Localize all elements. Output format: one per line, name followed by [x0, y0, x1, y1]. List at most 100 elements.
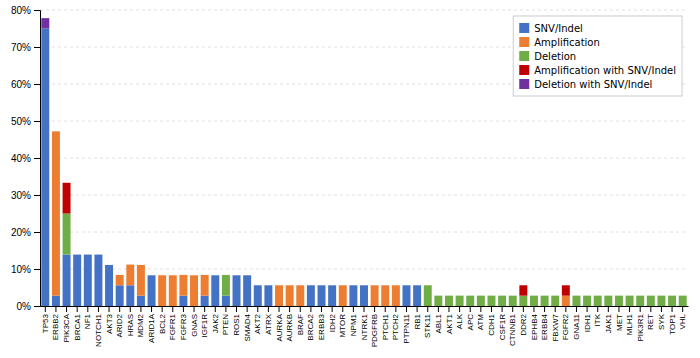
bar-segment	[158, 275, 166, 276]
bar-segment	[339, 285, 347, 286]
x-tick: IGF1R	[200, 306, 209, 338]
bar-segment	[594, 295, 602, 296]
x-tick: APC	[466, 306, 475, 330]
y-tick-mark	[34, 84, 40, 85]
x-tick: DDR2	[519, 306, 528, 336]
series	[41, 18, 49, 28]
x-tick-label: NPM1	[349, 313, 358, 336]
bar-segment	[211, 275, 219, 276]
bar-segment	[148, 275, 156, 276]
x-tick: MTOR	[338, 306, 347, 337]
bar-segment	[551, 295, 559, 296]
x-tick-label: HRAS	[126, 314, 135, 336]
x-tick-label: STK11	[423, 313, 432, 337]
bar-segment	[403, 285, 411, 286]
bar-segment	[509, 295, 517, 296]
bar-segment	[179, 274, 187, 275]
x-tick-mark	[640, 306, 641, 312]
bar-segment	[201, 275, 209, 296]
x-tick-label: BRCA2	[306, 313, 315, 340]
bar-segment	[296, 285, 304, 286]
x-tick-label: AKT1	[445, 313, 454, 334]
x-tick: JAK1	[604, 306, 613, 333]
bar-segment	[530, 295, 538, 296]
bar-segment	[84, 254, 92, 255]
bar-segment	[148, 275, 156, 276]
x-tick-label: DDR2	[519, 313, 528, 335]
legend-label: Deletion with SNV/Indel	[534, 79, 652, 90]
bar-segment	[94, 254, 102, 255]
bar-segment	[477, 296, 485, 306]
x-tick-label: ROS1	[232, 313, 241, 335]
bar-segment	[445, 295, 453, 296]
bar-segment	[137, 296, 145, 306]
x-tick-mark	[225, 306, 226, 312]
bar-segment	[169, 275, 177, 276]
plot: 0%10%20%30%40%50%60%70%80%TP53ERBB2PIK3C…	[11, 5, 689, 348]
y-tick-label: 50%	[11, 116, 31, 127]
x-tick-label: RET	[646, 314, 655, 330]
x-tick-mark	[247, 306, 248, 312]
bar-segment	[243, 275, 251, 276]
x-tick-mark	[172, 306, 173, 312]
bar-segment	[572, 296, 580, 306]
y-tick-mark	[34, 232, 40, 233]
bar-segment	[498, 295, 506, 296]
x-tick: AKT2	[253, 306, 262, 334]
x-tick: AKT1	[445, 306, 454, 334]
legend-swatch	[519, 37, 529, 47]
bar-segment	[211, 275, 219, 306]
bar-segment	[349, 285, 357, 286]
x-tick-mark	[151, 306, 152, 312]
x-tick-mark	[87, 306, 88, 312]
y-tick-mark	[34, 269, 40, 270]
x-tick-label: AKT3	[105, 313, 114, 334]
x-tick-label: CTNNB1	[508, 313, 517, 346]
bar-segment	[328, 285, 336, 306]
x-tick: RET	[646, 306, 655, 330]
bar-segment	[137, 264, 145, 265]
bar-segment	[179, 296, 187, 306]
x-tick-mark	[427, 306, 428, 312]
x-tick-mark	[448, 306, 449, 312]
bar-segment	[243, 275, 251, 306]
x-tick: EPHB4	[530, 306, 539, 340]
bar-segment	[349, 285, 357, 306]
x-tick: GNA11	[572, 306, 581, 340]
x-tick: IDH2	[328, 306, 337, 332]
legend-item: SNV/Indel	[519, 23, 583, 34]
bar-segment	[572, 295, 580, 296]
bar-segment	[328, 285, 336, 286]
grid-line	[40, 158, 688, 159]
bar-segment	[371, 285, 379, 286]
x-tick-mark	[587, 306, 588, 312]
bar-segment	[572, 295, 580, 296]
bar-segment	[264, 285, 272, 286]
x-tick: ROS1	[232, 306, 241, 336]
x-tick: FGFR1	[168, 306, 177, 340]
x-tick-label: GNA11	[572, 313, 581, 339]
x-tick-mark	[491, 306, 492, 312]
x-tick-label: PTEN	[221, 314, 230, 336]
bar-segment	[137, 264, 145, 265]
x-tick-mark	[385, 306, 386, 312]
y-tick-mark	[34, 121, 40, 122]
x-tick-label: APC	[466, 314, 475, 331]
bar-segment	[318, 285, 326, 286]
x-tick-label: ARID2	[115, 313, 124, 337]
bar-segment	[264, 285, 272, 286]
bar-segment	[360, 285, 368, 306]
bar-segment	[626, 295, 634, 296]
grid-line	[40, 232, 688, 233]
x-tick: RB1	[413, 306, 422, 330]
bar-segment	[434, 295, 442, 296]
x-tick-mark	[374, 306, 375, 312]
x-tick-label: BRCA1	[73, 313, 82, 340]
bar-segment	[636, 295, 644, 296]
bar-segment	[583, 295, 591, 296]
bar-segment	[318, 285, 326, 286]
y-tick: 70%	[11, 42, 40, 53]
bar-segment	[403, 285, 411, 286]
bar-segment	[392, 285, 400, 286]
legend-item: Amplification	[519, 37, 600, 48]
